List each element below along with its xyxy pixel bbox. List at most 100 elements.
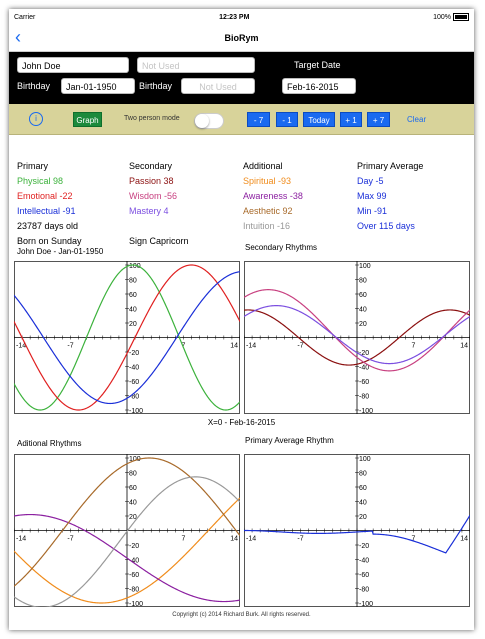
y-tick-label: -40 (359, 365, 369, 372)
y-tick-label: -40 (359, 558, 369, 565)
x-tick-label: -7 (67, 536, 73, 543)
secondary-title: Secondary (129, 161, 173, 171)
y-tick-label: 40 (129, 307, 137, 314)
mastery-value: Mastery 4 (129, 206, 169, 216)
y-tick-label: -40 (129, 365, 139, 372)
passion-series-line (244, 309, 470, 366)
x-tick-label: -14 (16, 536, 26, 543)
app-frame: Carrier 12:23 PM 100% ‹ BioRym John Doe … (9, 9, 474, 630)
y-tick-label: -20 (359, 543, 369, 550)
average-title: Primary Average (357, 161, 424, 171)
y-tick-label: -80 (129, 394, 139, 401)
chart3-title: Aditional Rhythms (17, 439, 82, 448)
chart4-title: Primary Average Rhythm (245, 436, 334, 445)
intellectual-value: Intellectual -91 (17, 206, 76, 216)
today-button[interactable]: Today (303, 112, 335, 127)
y-tick-label: 20 (359, 321, 367, 328)
average-column: Primary Average Day -5 Max 99 Min -91 Ov… (357, 159, 423, 234)
page-title: BioRym (224, 33, 259, 43)
additional-title: Additional (243, 161, 283, 171)
y-tick-label: 20 (359, 514, 367, 521)
two-person-label: Two person mode (124, 115, 180, 122)
y-tick-label: 40 (129, 500, 137, 507)
primary-title: Primary (17, 161, 48, 171)
birthday-field[interactable]: Jan-01-1950 (61, 78, 135, 94)
y-tick-label: -80 (359, 394, 369, 401)
second-name-field[interactable]: Not Used (137, 57, 255, 73)
sign-value: Sign Capricorn (129, 236, 189, 246)
intuition-value: Intuition -16 (243, 221, 291, 231)
y-tick-label: 80 (129, 278, 137, 285)
awareness-series-line (14, 513, 240, 603)
y-tick-label: 100 (359, 263, 371, 270)
days-old: 23787 days old (17, 221, 79, 231)
plus-7-button[interactable]: + 7 (367, 112, 390, 127)
y-tick-label: -20 (129, 350, 139, 357)
y-tick-label: 60 (359, 485, 367, 492)
passion-value: Passion 38 (129, 176, 174, 186)
x-tick-label: -14 (246, 343, 256, 350)
y-tick-label: 100 (359, 456, 371, 463)
clear-link[interactable]: Clear (407, 115, 427, 124)
toolbar: i Graph Two person mode - 7 - 1 Today + … (9, 104, 474, 135)
aesthetic-value: Aesthetic 92 (243, 206, 293, 216)
y-tick-label: 60 (129, 292, 137, 299)
average-max: Max 99 (357, 191, 387, 201)
y-tick-label: 20 (129, 321, 137, 328)
y-tick-label: 20 (129, 514, 137, 521)
birthday2-field[interactable]: Not Used (181, 78, 255, 94)
spiritual-series-line (14, 497, 240, 604)
clock: 12:23 PM (219, 13, 250, 21)
minus-1-button[interactable]: - 1 (276, 112, 298, 127)
additional-rhythm-chart: -14 -7 7 14 100 80 60 40 20 -20 -40 -60 -80 -100 (14, 454, 240, 607)
mastery-series-line (244, 304, 470, 365)
minus-7-button[interactable]: - 7 (247, 112, 270, 127)
y-tick-label: -60 (129, 572, 139, 579)
y-tick-label: 40 (359, 307, 367, 314)
graph-button[interactable]: Graph (73, 112, 102, 127)
x-tick-label: -14 (16, 343, 26, 350)
y-tick-label: -60 (359, 572, 369, 579)
copyright: Copyright (c) 2014 Richard Burk. All rig… (172, 612, 311, 618)
plus-1-button[interactable]: + 1 (340, 112, 362, 127)
emotional-series-line (14, 264, 240, 411)
chart2-title: Secondary Rhythms (245, 243, 318, 252)
x-tick-label: 14 (460, 536, 468, 543)
two-person-toggle[interactable] (194, 113, 224, 129)
x-zero-label: X=0 - Feb-16-2015 (207, 418, 276, 427)
intuition-series-line (14, 476, 240, 607)
primary-rhythm-chart: -14 -7 7 14 100 80 60 40 20 -20 -40 -60 -80 -100 (14, 261, 240, 414)
x-tick-label: -7 (67, 343, 73, 350)
y-tick-label: -60 (129, 379, 139, 386)
info-icon[interactable]: i (29, 112, 43, 126)
y-tick-label: 80 (359, 278, 367, 285)
spiritual-value: Spiritual -93 (243, 176, 292, 186)
y-tick-label: -20 (129, 543, 139, 550)
x-tick-label: 7 (182, 536, 186, 543)
x-tick-label: -7 (297, 343, 303, 350)
y-tick-label: -100 (129, 601, 143, 607)
average-over: Over 115 days (357, 221, 415, 231)
x-tick-label: 14 (460, 343, 468, 350)
y-tick-label: -100 (359, 408, 373, 414)
chart1-title: John Doe - Jan-01-1950 (17, 247, 104, 256)
birthday-label: Birthday (17, 81, 51, 91)
name-field[interactable]: John Doe (17, 57, 129, 73)
target-date-field[interactable]: Feb-16-2015 (282, 78, 356, 94)
battery-icon (453, 13, 469, 21)
average-day: Day -5 (357, 176, 384, 186)
y-tick-label: -40 (129, 558, 139, 565)
x-tick-label: 14 (230, 343, 238, 350)
y-tick-label: -60 (359, 379, 369, 386)
wisdom-value: Wisdom -56 (129, 191, 178, 201)
back-chevron-icon[interactable]: ‹ (15, 27, 21, 47)
y-tick-label: 60 (129, 485, 137, 492)
y-tick-label: 80 (129, 471, 137, 478)
x-tick-label: 7 (412, 343, 416, 350)
y-tick-label: -100 (359, 601, 373, 607)
wisdom-series-line (244, 289, 470, 372)
average-series-line (244, 514, 470, 554)
y-tick-label: 80 (359, 471, 367, 478)
additional-column: Additional Spiritual -93 Awareness -38 A… (243, 159, 303, 234)
y-tick-label: -80 (359, 587, 369, 594)
